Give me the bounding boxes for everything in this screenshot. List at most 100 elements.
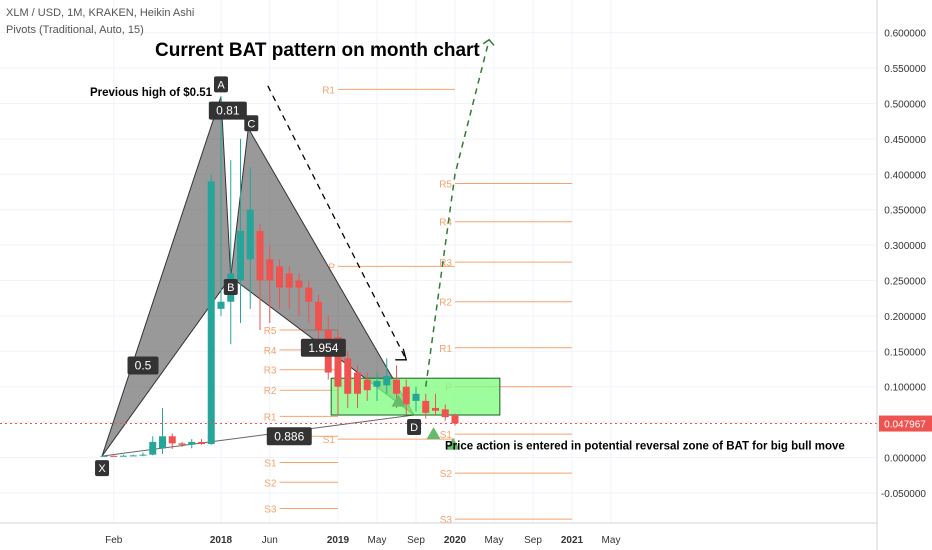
ratio-label-box (266, 427, 312, 446)
candle-body (178, 443, 186, 445)
pivot-label: S1 (440, 430, 453, 441)
candle-body (315, 301, 322, 331)
candle-body (402, 386, 410, 405)
x-tick-label: May (485, 535, 504, 546)
point-label-box (244, 115, 259, 132)
y-tick-label: 0.500000 (884, 100, 926, 111)
point-label-box (407, 419, 422, 436)
ratio-label-text: 1.954 (308, 341, 338, 355)
chart-title: Current BAT pattern on month chart (155, 40, 480, 61)
candle-body (305, 287, 313, 302)
pivot-label: R5 (439, 180, 452, 191)
candle-body (217, 301, 225, 309)
current-price-tag (879, 415, 932, 432)
marker-triangle (426, 427, 441, 440)
symbol-title: XLM / USD, 1M, KRAKEN, Heikin Ashi (6, 7, 195, 19)
candle-body (422, 400, 430, 413)
x-tick-label: May (602, 535, 621, 546)
point-label-text: D (410, 422, 418, 434)
candle-body (129, 455, 137, 457)
point-label-box (95, 460, 110, 477)
candle-body (373, 381, 381, 387)
pivot-label: R2 (439, 298, 452, 309)
ratio-label-text: 0.81 (216, 104, 240, 118)
pivot-label: S1 (264, 458, 277, 469)
pivot-label: R4 (439, 218, 452, 229)
trend-arrow-head (395, 348, 408, 361)
x-tick-label: 2020 (444, 535, 467, 546)
candle-body (334, 337, 342, 387)
price-axis: 0.600000 0.550000 0.500000 0.450000 0.400000… (881, 29, 926, 500)
pivot-label: R1 (322, 85, 335, 96)
annotation-previous-high: Previous high of $0.51 (90, 87, 213, 99)
pivot-label: S2 (440, 469, 453, 480)
point-label-text: X (98, 463, 106, 475)
ratio-label-box (300, 338, 346, 357)
y-tick-label: 0.250000 (884, 277, 926, 288)
candle-body (285, 273, 293, 288)
point-label-text: A (217, 79, 225, 91)
candle-body (139, 454, 147, 456)
candle-body (432, 407, 439, 411)
candle-body (344, 358, 352, 394)
pivot-label: R4 (264, 346, 277, 357)
y-tick-label: 0.550000 (884, 64, 926, 75)
y-tick-label: 0.000000 (884, 454, 926, 465)
candle-body (256, 230, 264, 281)
x-tick-label: 2018 (210, 535, 233, 546)
trend-arrow-line (267, 85, 407, 361)
ratio-label-text: 0.5 (135, 358, 152, 372)
candle-body (383, 376, 391, 386)
candle-body (412, 393, 420, 401)
candle-body (198, 441, 205, 445)
candle-body (110, 455, 118, 457)
x-tick-label: Jun (262, 535, 278, 546)
pivot-label: R5 (264, 326, 277, 337)
x-tick-label: May (368, 535, 387, 546)
pivot-label: R2 (264, 386, 277, 397)
candle-body (100, 455, 108, 457)
x-tick-label: Sep (524, 535, 542, 546)
pivot-label: P (328, 262, 335, 273)
pivot-label: R3 (439, 258, 452, 269)
y-tick-label: 0.200000 (884, 312, 926, 323)
pivot-levels: R5R4R3R2R1PS1S2S3R1PS1R5R4R3R2R1PS1S2S3 (264, 85, 572, 526)
annotation-reversal-zone: Price action is entered in potential rev… (445, 440, 845, 452)
candle-body (363, 379, 371, 391)
ratio-label-box (208, 101, 247, 120)
pivot-label: R1 (264, 412, 277, 423)
candle-body (237, 230, 244, 281)
candle-body (295, 280, 303, 288)
marker-triangle (446, 437, 461, 450)
y-tick-label: -0.050000 (881, 489, 926, 500)
current-price-value: 0.047967 (884, 420, 926, 431)
candle-body (266, 259, 274, 281)
marker-triangle (391, 394, 406, 407)
y-tick-label: 0.400000 (884, 170, 926, 181)
y-tick-label: 0.100000 (884, 383, 926, 394)
candle-body (168, 436, 176, 444)
point-label-text: B (227, 282, 234, 294)
candle-body (159, 436, 166, 449)
projection-line (425, 39, 490, 387)
y-tick-label: 0.350000 (884, 206, 926, 217)
candle-body (451, 415, 459, 424)
y-tick-label: 0.150000 (884, 347, 926, 358)
x-tick-label: Sep (407, 535, 425, 546)
pivot-label: R1 (439, 344, 452, 355)
point-label-box (223, 278, 238, 295)
ratio-label-box (127, 356, 159, 375)
pivot-label: R3 (264, 366, 277, 377)
ratio-labels: 0.5 0.81 1.954 0.886 (127, 101, 346, 446)
signal-markers (391, 394, 461, 450)
y-tick-label: 0.450000 (884, 135, 926, 146)
candle-body (276, 266, 283, 288)
candle-body (149, 441, 157, 455)
indicator-legend: Pivots (Traditional, Auto, 15) (6, 24, 144, 36)
ratio-label-text: 0.886 (274, 429, 304, 443)
candle-body (188, 441, 196, 445)
candle-body (441, 409, 449, 418)
